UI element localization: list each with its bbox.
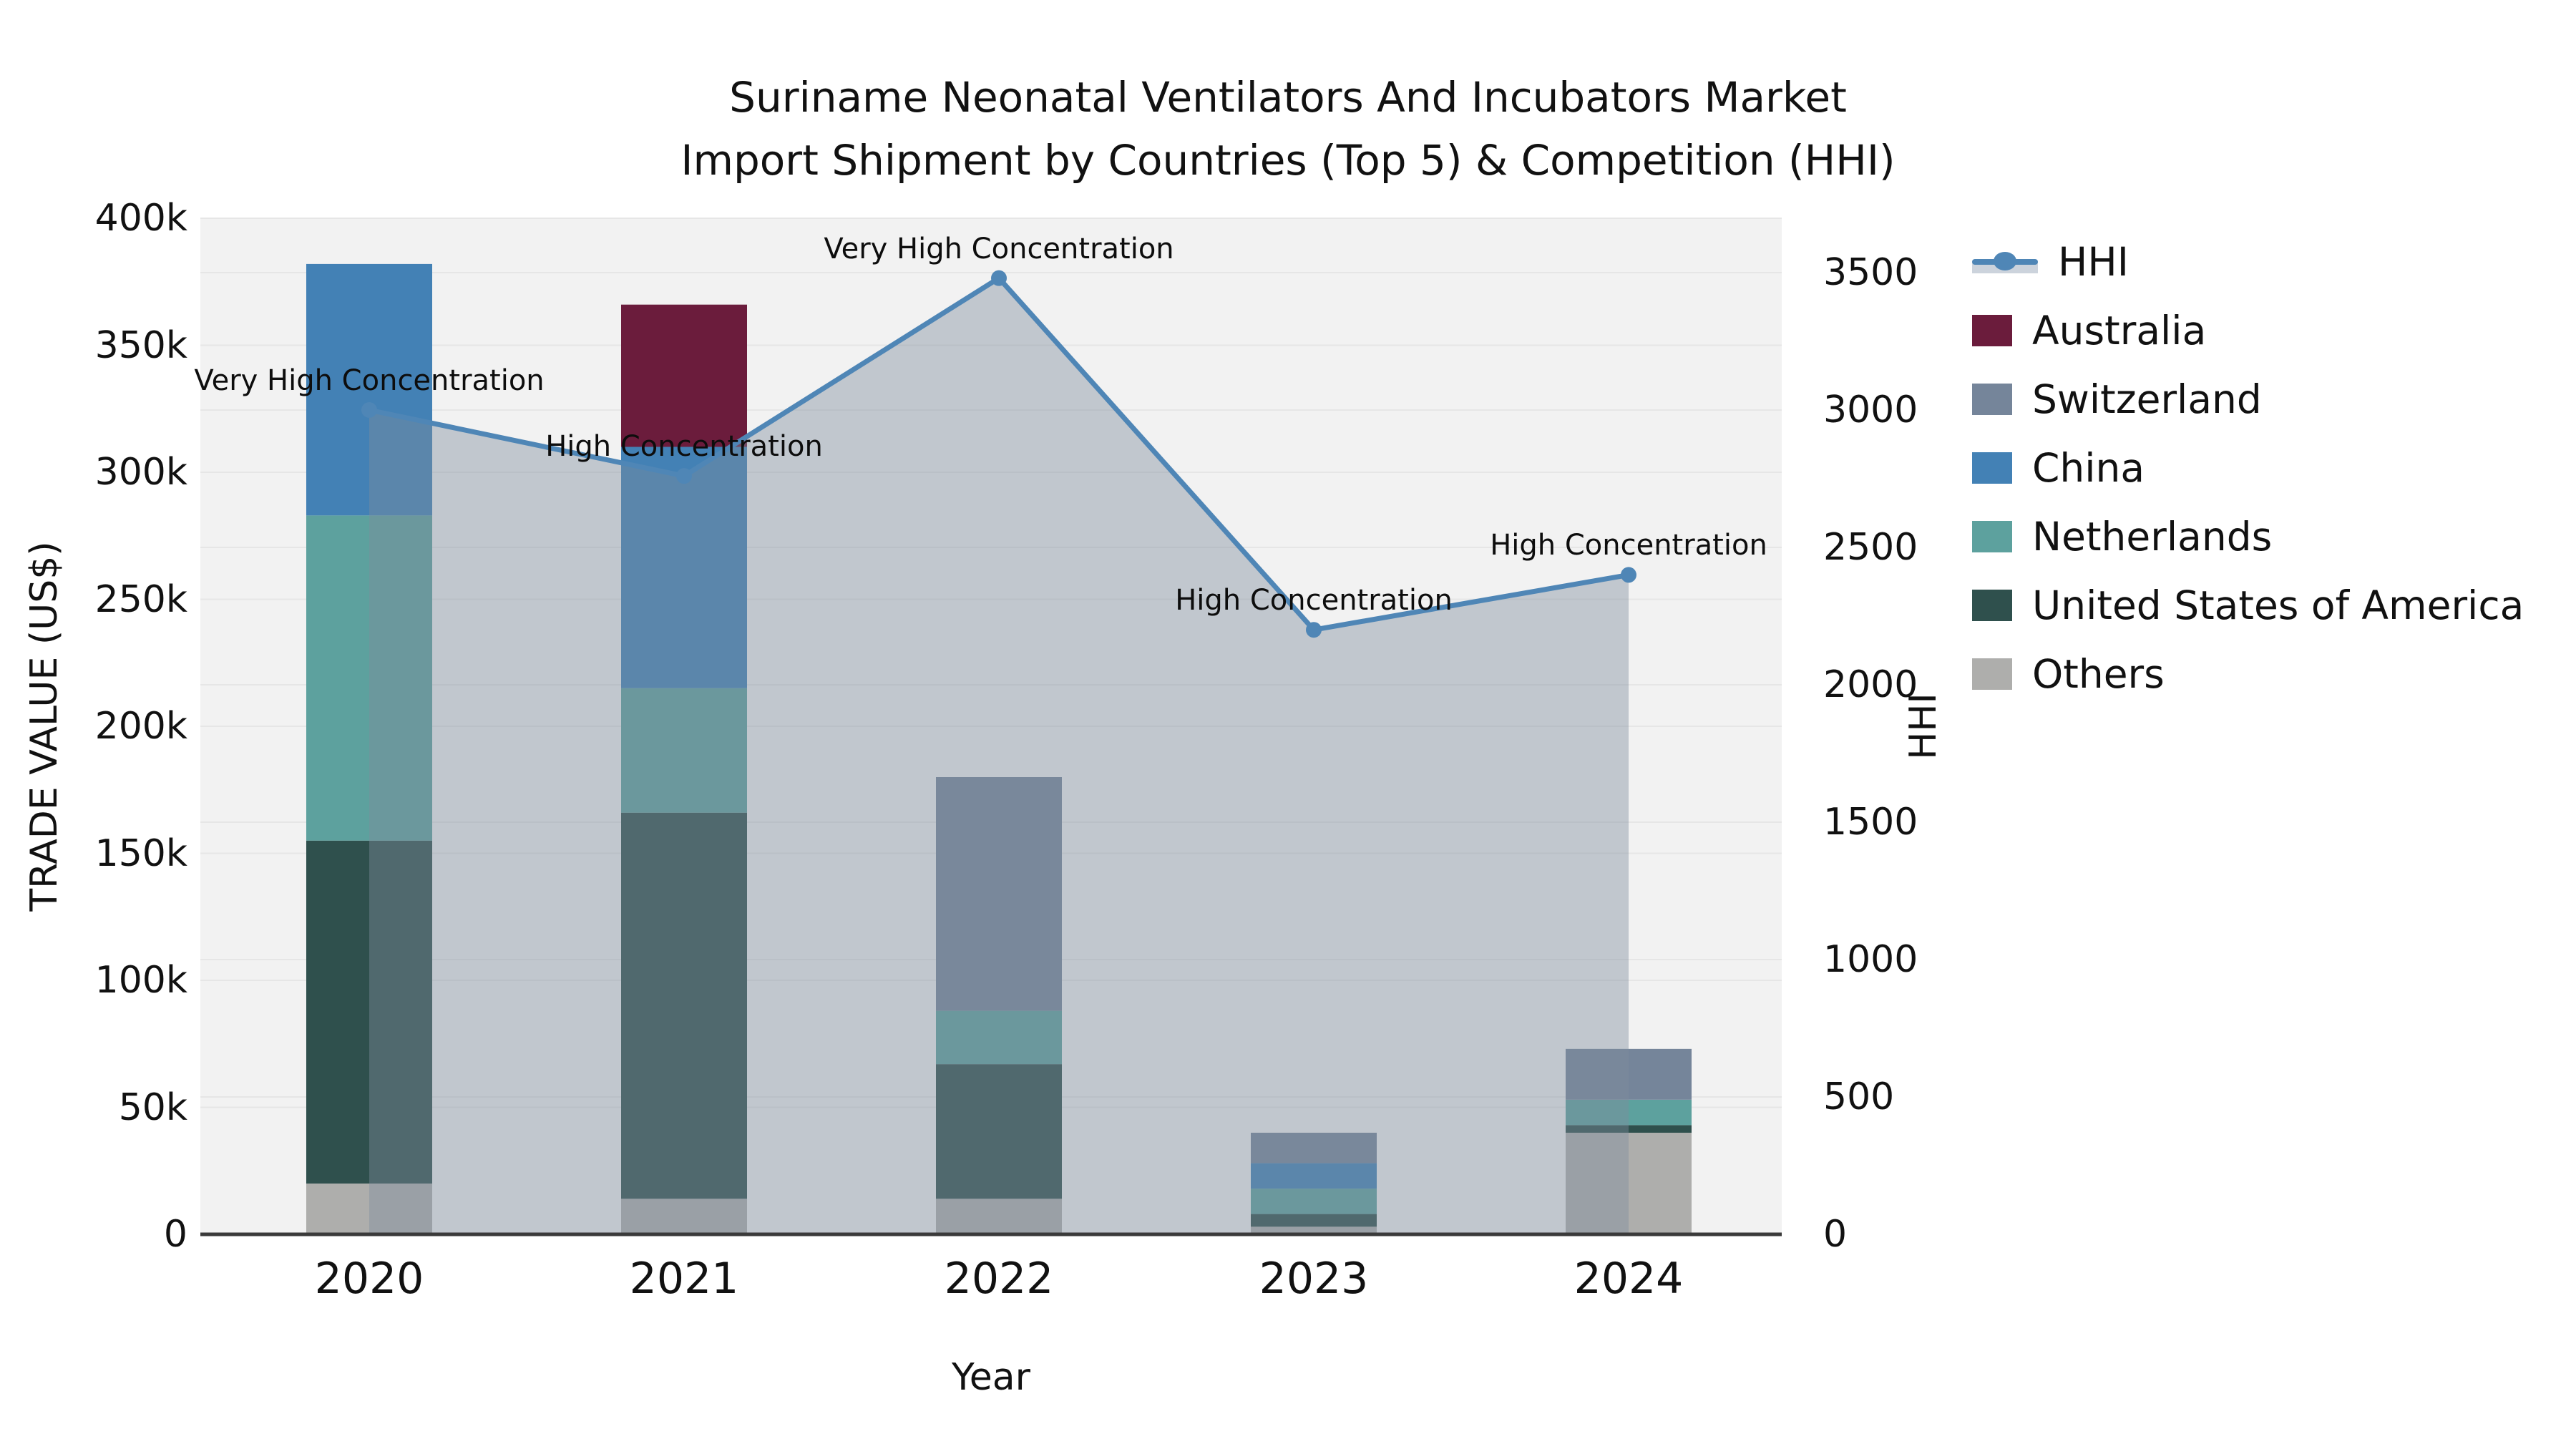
y-left-tick-250k: 250k (94, 577, 187, 621)
x-axis-title: Year (951, 1356, 1031, 1399)
bar-segment-2023-switzerland (1251, 1133, 1377, 1163)
bar-segment-2020-netherlands (306, 515, 432, 841)
legend: HHI Australia Switzerland China Netherlands U… (1972, 228, 2524, 708)
y-left-tick-0: 0 (163, 1213, 187, 1256)
legend-label: United States of America (2032, 582, 2524, 628)
annotation-2023: High Concentration (1175, 584, 1453, 618)
legend-item-united-states-of-america: United States of America (1972, 571, 2524, 640)
bar-segment-2020-others (306, 1184, 432, 1234)
y-axis-right-title: HHI (1902, 693, 1945, 760)
y-left-tick-50k: 50k (118, 1085, 187, 1129)
legend-label: HHI (2058, 239, 2129, 285)
y-right-tick-2500: 2500 (1823, 526, 1918, 569)
chart-title-line1: Suriname Neonatal Ventilators And Incuba… (729, 73, 1847, 122)
legend-color-swatch (1972, 452, 2012, 484)
chart-title: Suriname Neonatal Ventilators And Incuba… (0, 66, 2576, 192)
hhi-area (369, 278, 1629, 1235)
legend-color-swatch (1972, 521, 2012, 552)
bar-segment-2023-united-states-of-america (1251, 1214, 1377, 1227)
hhi-marker-2020 (361, 402, 377, 418)
bar-segment-2021-united-states-of-america (621, 812, 747, 1199)
legend-item-others: Others (1972, 640, 2524, 708)
bar-segment-2023-china (1251, 1163, 1377, 1189)
x-tick-2022: 2022 (944, 1254, 1054, 1304)
y-right-tick-3000: 3000 (1823, 389, 1918, 431)
bar-segment-2021-australia (621, 304, 747, 447)
y-right-tick-0: 0 (1823, 1213, 1848, 1256)
bar-segment-2020-united-states-of-america (306, 840, 432, 1184)
y-right-tick-1500: 1500 (1823, 801, 1918, 844)
hhi-marker-swatch (1994, 252, 2016, 270)
bar-segment-2024-switzerland (1566, 1048, 1692, 1100)
legend-color-swatch (1972, 384, 2012, 415)
y-right-tick-3500: 3500 (1823, 251, 1918, 294)
y-left-tick-100k: 100k (94, 959, 187, 1002)
hhi-line-swatch-icon (1972, 246, 2038, 278)
bar-segment-2022-switzerland (936, 777, 1062, 1011)
legend-label: Others (2032, 651, 2165, 697)
chart-title-line2: Import Shipment by Countries (Top 5) & C… (680, 136, 1896, 185)
y-left-tick-200k: 200k (94, 705, 187, 748)
x-tick-2020: 2020 (314, 1254, 424, 1304)
hhi-marker-2024 (1621, 567, 1636, 583)
legend-color-swatch (1972, 590, 2012, 621)
hhi-marker-2023 (1306, 622, 1322, 638)
bar-segment-2024-others (1566, 1133, 1692, 1234)
legend-item-china: China (1972, 434, 2524, 502)
y-left-tick-150k: 150k (94, 831, 187, 875)
annotation-2024: High Concentration (1490, 529, 1767, 562)
legend-label: China (2032, 445, 2145, 491)
y-left-tick-400k: 400k (94, 197, 187, 240)
legend-label: Netherlands (2032, 514, 2273, 560)
x-tick-2024: 2024 (1574, 1254, 1684, 1304)
legend-item-hhi: HHI (1972, 228, 2524, 296)
hhi-markers (361, 270, 1636, 638)
y-axis-left-title: TRADE VALUE (US$) (23, 541, 66, 912)
x-tick-2023: 2023 (1259, 1254, 1369, 1304)
x-tick-2021: 2021 (629, 1254, 739, 1304)
hhi-marker-2022 (991, 270, 1007, 286)
y-left-tick-300k: 300k (94, 451, 187, 494)
y-right-tick-1000: 1000 (1823, 938, 1918, 981)
legend-color-swatch (1972, 658, 2012, 690)
legend-item-netherlands: Netherlands (1972, 502, 2524, 571)
legend-item-australia: Australia (1972, 296, 2524, 365)
bar-segment-2021-others (621, 1199, 747, 1234)
bar-segment-2023-netherlands (1251, 1189, 1377, 1214)
bar-segment-2020-china (306, 263, 432, 516)
hhi-area-fill (369, 278, 1629, 1235)
bar-segment-2022-netherlands (936, 1010, 1062, 1065)
bar-segment-2024-netherlands (1566, 1099, 1692, 1126)
hhi-marker-2021 (676, 468, 692, 484)
bar-segment-2024-united-states-of-america (1566, 1125, 1692, 1133)
legend-color-swatch (1972, 315, 2012, 346)
legend-item-switzerland: Switzerland (1972, 365, 2524, 434)
legend-label: Switzerland (2032, 376, 2262, 422)
annotation-2022: Very High Concentration (824, 232, 1174, 265)
bar-segment-2023-others (1251, 1226, 1377, 1234)
annotation-2021: High Concentration (545, 430, 823, 464)
annotation-2020: Very High Concentration (194, 364, 545, 397)
bar-segment-2021-china (621, 447, 747, 688)
y-right-tick-500: 500 (1823, 1075, 1895, 1118)
stacked-bars (306, 263, 1692, 1234)
bar-segment-2022-others (936, 1199, 1062, 1234)
y-left-tick-350k: 350k (94, 323, 187, 367)
legend-label: Australia (2032, 308, 2207, 353)
bar-segment-2021-netherlands (621, 688, 747, 813)
y-right-tick-2000: 2000 (1823, 663, 1918, 706)
bar-segment-2022-united-states-of-america (936, 1064, 1062, 1199)
